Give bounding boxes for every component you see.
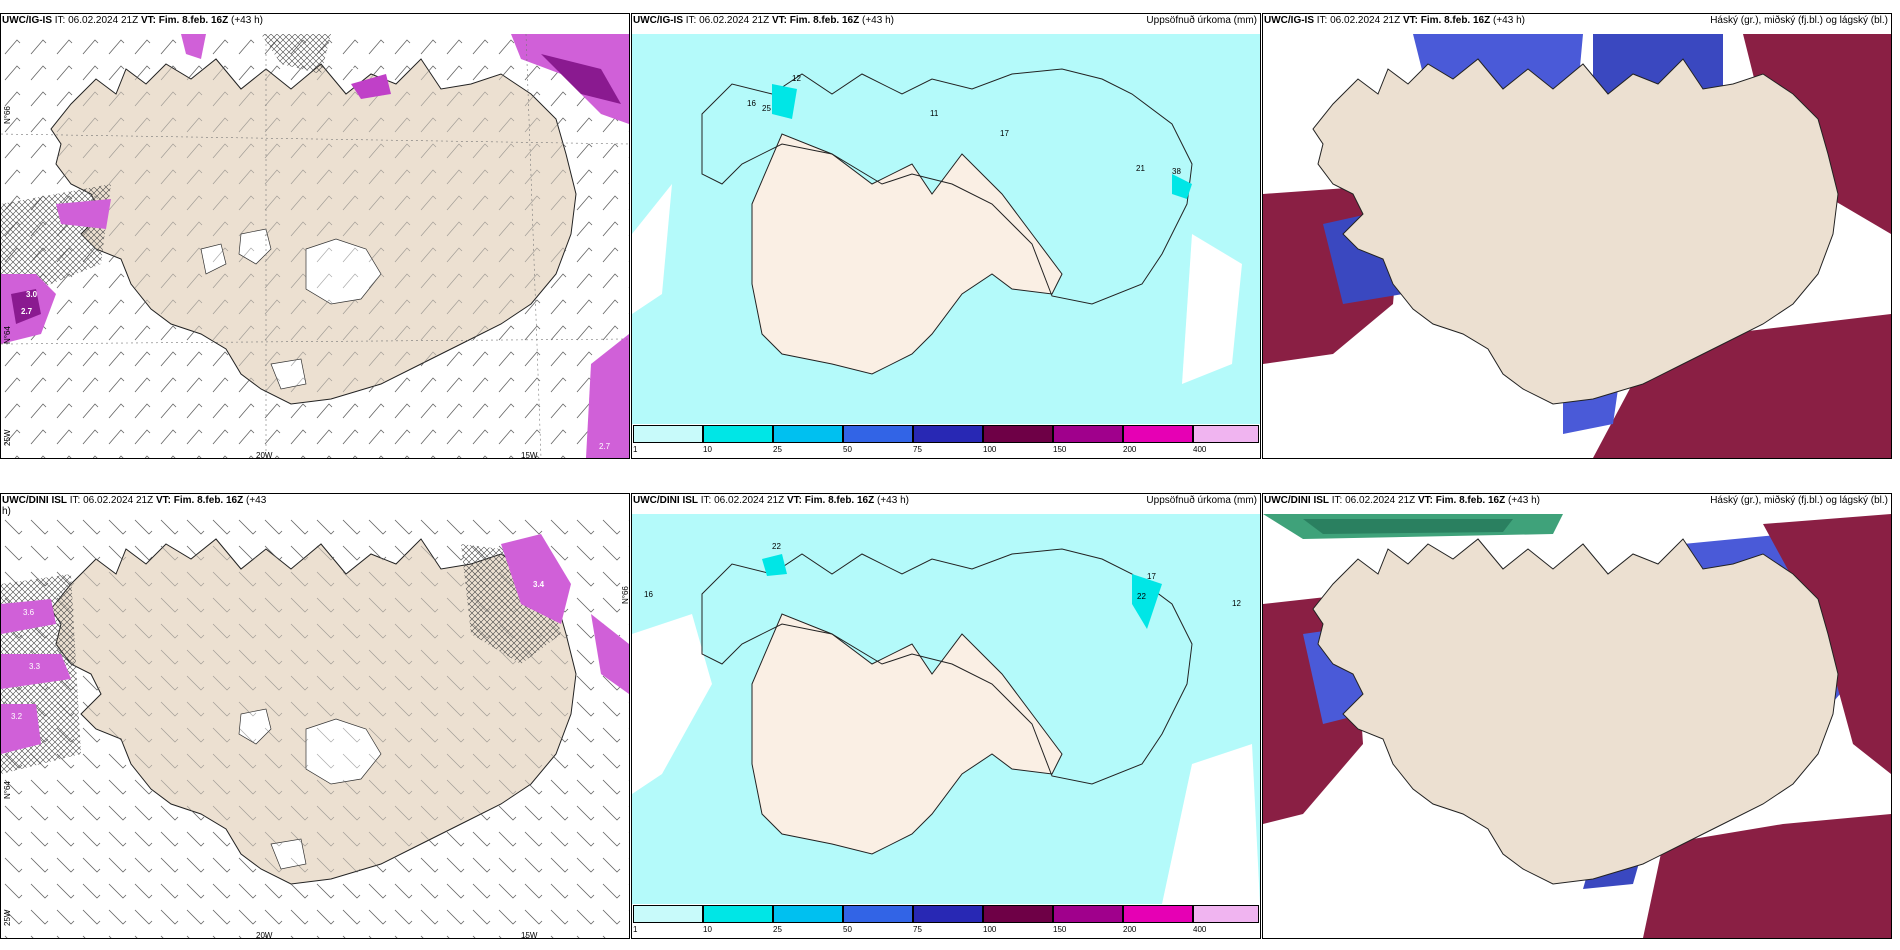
- map-panel-wind-igis: UWC/IG-IS IT: 06.02.2024 21Z VT: Fim. 8.…: [0, 13, 630, 459]
- colorbar-tick: 150: [1053, 445, 1067, 454]
- map-panel-clouds-dini: UWC/DINI ISL IT: 06.02.2024 21Z VT: Fim.…: [1262, 493, 1892, 939]
- colorbar-swatch: [843, 905, 913, 923]
- lon-label: 25W: [3, 909, 12, 926]
- colorbar-tick: 400: [1193, 925, 1207, 934]
- colorbar-swatch: [703, 905, 773, 923]
- map-panel-clouds-igis: UWC/IG-IS IT: 06.02.2024 21Z VT: Fim. 8.…: [1262, 13, 1892, 459]
- colorbar-swatch: [633, 905, 703, 923]
- precip-value: 16: [644, 590, 653, 599]
- wind-value-label: 3.6: [23, 608, 35, 617]
- cloud-map: [1263, 514, 1891, 938]
- colorbar-swatch: [983, 905, 1053, 923]
- colorbar-swatch: [913, 905, 983, 923]
- colorbar-tick: 1: [633, 445, 638, 454]
- wind-value-label: 2.7: [21, 307, 33, 316]
- precip-map: [632, 34, 1260, 458]
- colorbar-swatch: [773, 905, 843, 923]
- lat-label: N°66: [3, 106, 12, 124]
- colorbar-tick: 50: [843, 445, 852, 454]
- lat-label: N°64: [3, 326, 12, 344]
- colorbar-tick: 100: [983, 445, 997, 454]
- precip-value: 12: [792, 74, 801, 83]
- colorbar-tick: 25: [773, 925, 782, 934]
- iceland-wind-map: [1, 514, 629, 938]
- colorbar-swatch: [843, 425, 913, 443]
- precip-value: 22: [1137, 592, 1146, 601]
- precip-value: 21: [1136, 164, 1145, 173]
- colorbar-tick: 200: [1123, 925, 1137, 934]
- colorbar-swatch: [983, 425, 1053, 443]
- colorbar-tick: 25: [773, 445, 782, 454]
- precip-colorbar: 1 10 25 50 75 100 150 200 400: [633, 425, 1259, 457]
- precip-value: 12: [1232, 599, 1241, 608]
- panel-subtitle: Uppsöfnuð úrkoma (mm): [1146, 495, 1257, 506]
- wind-value-label: 3.4: [533, 580, 545, 589]
- colorbar-swatch: [1123, 905, 1193, 923]
- colorbar-tick: 150: [1053, 925, 1067, 934]
- colorbar-swatch: [1123, 425, 1193, 443]
- lon-label: 25W: [3, 429, 12, 446]
- lon-label: 20W: [256, 451, 273, 459]
- colorbar-tick: 10: [703, 925, 712, 934]
- wind-value-label: 3.0: [26, 290, 38, 299]
- precip-colorbar: 1 10 25 50 75 100 150 200 400: [633, 905, 1259, 937]
- lon-label: 15W: [521, 931, 538, 939]
- wind-value-label: 3.3: [29, 662, 41, 671]
- precip-value: 17: [1000, 129, 1009, 138]
- colorbar-tick: 75: [913, 925, 922, 934]
- colorbar-swatch: [1193, 905, 1259, 923]
- precip-map: [632, 514, 1260, 938]
- precip-value: 16: [747, 99, 756, 108]
- colorbar-tick: 200: [1123, 445, 1137, 454]
- colorbar-swatch: [703, 425, 773, 443]
- panel-subtitle: Uppsöfnuð úrkoma (mm): [1146, 15, 1257, 26]
- colorbar-swatch: [773, 425, 843, 443]
- map-panel-precip-dini: UWC/DINI ISL IT: 06.02.2024 21Z VT: Fim.…: [631, 493, 1261, 939]
- panel-title: UWC/DINI ISL IT: 06.02.2024 21Z VT: Fim.…: [2, 495, 267, 517]
- cloud-map: [1263, 34, 1891, 458]
- colorbar-tick: 100: [983, 925, 997, 934]
- precip-value: 22: [772, 542, 781, 551]
- precip-value: 17: [1147, 572, 1156, 581]
- wind-value-label: 3.2: [11, 712, 23, 721]
- colorbar-tick: 10: [703, 445, 712, 454]
- panel-title: UWC/IG-IS IT: 06.02.2024 21Z VT: Fim. 8.…: [2, 15, 263, 26]
- panel-subtitle: Háský (gr.), miðský (fj.bl.) og lágský (…: [1710, 495, 1888, 506]
- wind-value-label: 3.1: [344, 62, 356, 71]
- colorbar-swatch: [1053, 425, 1123, 443]
- iceland-wind-map: [1, 34, 629, 458]
- precip-value: 11: [930, 109, 939, 118]
- lat-label: N°66: [621, 586, 630, 604]
- colorbar-swatch: [1193, 425, 1259, 443]
- panel-title: UWC/DINI ISL IT: 06.02.2024 21Z VT: Fim.…: [1264, 495, 1540, 506]
- panel-title: UWC/IG-IS IT: 06.02.2024 21Z VT: Fim. 8.…: [633, 15, 894, 26]
- panel-title: UWC/IG-IS IT: 06.02.2024 21Z VT: Fim. 8.…: [1264, 15, 1525, 26]
- panel-title: UWC/DINI ISL IT: 06.02.2024 21Z VT: Fim.…: [633, 495, 909, 506]
- colorbar-tick: 75: [913, 445, 922, 454]
- colorbar-swatch: [913, 425, 983, 443]
- lat-label: N°64: [3, 781, 12, 799]
- wind-value-label: 2.7: [599, 442, 611, 451]
- colorbar-swatch: [633, 425, 703, 443]
- map-panel-precip-igis: UWC/IG-IS IT: 06.02.2024 21Z VT: Fim. 8.…: [631, 13, 1261, 459]
- precip-value: 38: [1172, 167, 1181, 176]
- panel-subtitle: Háský (gr.), miðský (fj.bl.) og lágský (…: [1710, 15, 1888, 26]
- precip-value: 25: [762, 104, 771, 113]
- lon-label: 15W: [521, 451, 538, 459]
- colorbar-tick: 50: [843, 925, 852, 934]
- colorbar-tick: 400: [1193, 445, 1207, 454]
- map-panel-wind-dini: UWC/DINI ISL IT: 06.02.2024 21Z VT: Fim.…: [0, 493, 630, 939]
- colorbar-tick: 1: [633, 925, 638, 934]
- colorbar-swatch: [1053, 905, 1123, 923]
- lon-label: 20W: [256, 931, 273, 939]
